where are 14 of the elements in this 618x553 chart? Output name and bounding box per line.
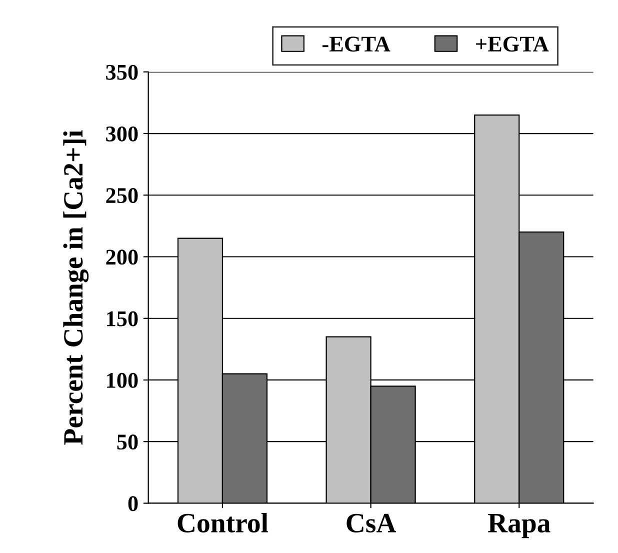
y-tick-label: 350: [106, 64, 138, 80]
y-tick-label: 0: [128, 496, 138, 512]
legend-label: -EGTA: [322, 36, 390, 52]
y-tick-label: 200: [106, 250, 138, 265]
y-tick-label: 100: [107, 372, 138, 388]
y-tick-label: 150: [107, 311, 138, 326]
y-tick-label: 50: [117, 434, 138, 450]
x-tick-label: Control: [178, 512, 268, 532]
legend-label: +EGTA: [476, 36, 549, 52]
y-axis-title: Percent Change in [Ca2+]i: [63, 130, 89, 445]
y-tick-label: 250: [106, 188, 138, 204]
y-tick-label: 300: [106, 126, 138, 142]
x-tick-label: Rapa: [488, 514, 550, 538]
x-tick-label: CsA: [346, 514, 396, 532]
